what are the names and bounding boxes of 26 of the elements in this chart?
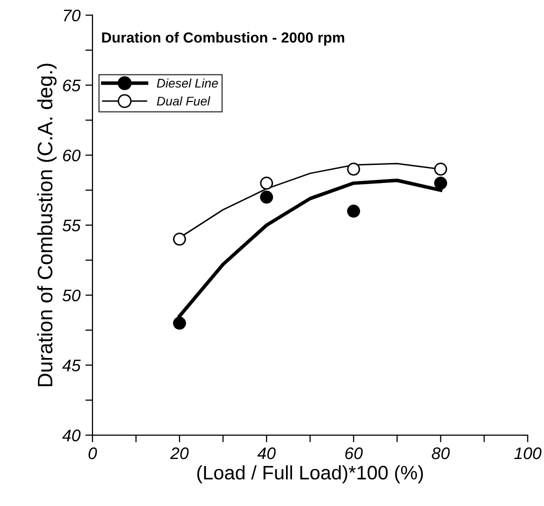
text: Duration of Combustion - 2000 rpm [102,32,344,46]
x-tick-label: 40 [257,447,276,460]
x-axis-title: (Load / Full Load)*100 (%) [197,465,423,484]
legend-label: Diesel Line [156,78,218,88]
y-tick-label: 70 [64,10,81,22]
point [347,204,360,218]
x-tick-label: 60 [345,447,363,460]
point [434,176,448,190]
y-axis-title: Duration of Combustion (C.A. deg.) [37,64,57,386]
point [173,316,186,330]
point [260,190,274,204]
point [260,176,274,190]
x-tick-label: 20 [170,447,189,460]
point [434,162,448,176]
x-tick-label: 0 [88,447,97,460]
point [173,232,186,246]
legend-label: Dual Fuel [156,96,210,106]
y-tick-label: 55 [62,220,81,232]
x-tick-label: 100 [514,447,542,460]
y-tick-label: 60 [63,150,81,162]
y-tick-label: 50 [62,290,81,302]
y-tick-label: 45 [62,360,81,372]
y-tick-label: 65 [63,80,81,92]
point [347,162,360,176]
y-tick-label: 40 [62,430,81,442]
x-tick-label: 80 [432,447,450,460]
